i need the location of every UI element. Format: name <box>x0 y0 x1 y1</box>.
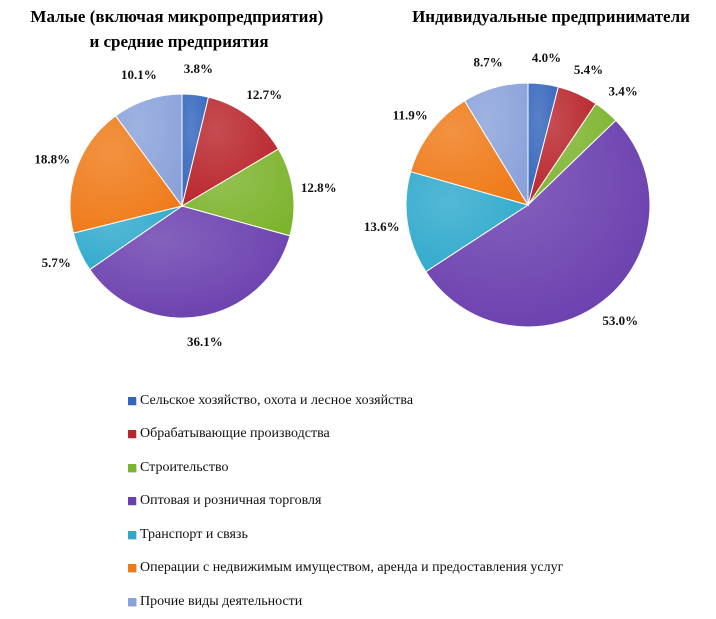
data-label-small-medium-construction: 12.8% <box>301 180 337 195</box>
legend-label: Строительство <box>140 459 229 475</box>
legend-swatch <box>128 497 136 506</box>
data-label-individual-other: 8.7% <box>473 55 502 70</box>
data-label-individual-construction: 3.4% <box>608 84 637 99</box>
data-label-individual-transport: 13.6% <box>364 219 400 234</box>
data-label-small-medium-other: 10.1% <box>121 67 157 82</box>
data-label-small-medium-agriculture: 3.8% <box>184 61 213 76</box>
legend-item-other: Прочие виды деятельности <box>128 585 688 619</box>
data-label-small-medium-real-estate: 18.8% <box>34 151 70 166</box>
data-label-individual-real-estate: 11.9% <box>393 107 428 122</box>
pie-chart-individual: 4.0% 5.4% 3.4% 53.0% 13.6% 11.9% 8.7% <box>364 50 651 328</box>
legend-label: Операции с недвижимым имуществом, аренда… <box>140 560 564 576</box>
pie-slice-small-medium-manufacturing <box>181 96 280 208</box>
chart-title-small-medium: Малые (включая микропредприятия) и средн… <box>30 7 327 51</box>
pie-slice-individual-real-estate <box>410 100 530 206</box>
legend-swatch <box>128 530 136 539</box>
pie-slice-small-medium-other <box>114 93 183 208</box>
legend: Сельское хозяйство, охота и лесное хозяй… <box>128 384 688 619</box>
pie-slice-individual-other <box>463 82 529 207</box>
legend-label: Прочие виды деятельности <box>140 593 303 609</box>
legend-swatch <box>128 463 136 472</box>
legend-label: Транспорт и связь <box>140 526 248 542</box>
legend-item-real-estate: Операции с недвижимым имуществом, аренда… <box>128 552 688 586</box>
legend-item-manufacturing: Обрабатывающие производства <box>128 418 688 452</box>
legend-label: Оптовая и розничная торговля <box>140 493 322 509</box>
data-label-individual-trade: 53.0% <box>602 313 638 328</box>
pie-slice-small-medium-construction <box>180 148 295 237</box>
legend-item-trade: Оптовая и розничная торговля <box>128 485 688 519</box>
data-label-small-medium-transport: 5.7% <box>42 255 71 270</box>
data-label-small-medium-trade: 36.1% <box>187 334 223 349</box>
legend-label: Обрабатывающие производства <box>140 426 330 442</box>
legend-swatch <box>128 396 136 405</box>
legend-swatch <box>128 430 136 439</box>
legend-item-construction: Строительство <box>128 451 688 485</box>
legend-swatch <box>128 564 136 573</box>
legend-item-agriculture: Сельское хозяйство, охота и лесное хозяй… <box>128 384 688 418</box>
pie-chart-small-medium: 3.8% 12.7% 12.8% 36.1% 5.7% 18.8% 10.1% <box>34 61 336 349</box>
chart-title-individual: Индивидуальные предприниматели <box>412 7 690 26</box>
legend-label: Сельское хозяйство, охота и лесное хозяй… <box>140 392 414 408</box>
legend-item-transport: Транспорт и связь <box>128 518 688 552</box>
pie-slice-individual-trade <box>425 119 651 328</box>
pie-slice-small-medium-trade <box>89 205 291 319</box>
legend-swatch <box>128 597 136 606</box>
pie-slice-small-medium-real-estate <box>69 115 183 234</box>
data-label-individual-manufacturing: 5.4% <box>574 62 603 77</box>
data-label-individual-agriculture: 4.0% <box>532 50 561 65</box>
data-label-small-medium-manufacturing: 12.7% <box>246 87 282 102</box>
